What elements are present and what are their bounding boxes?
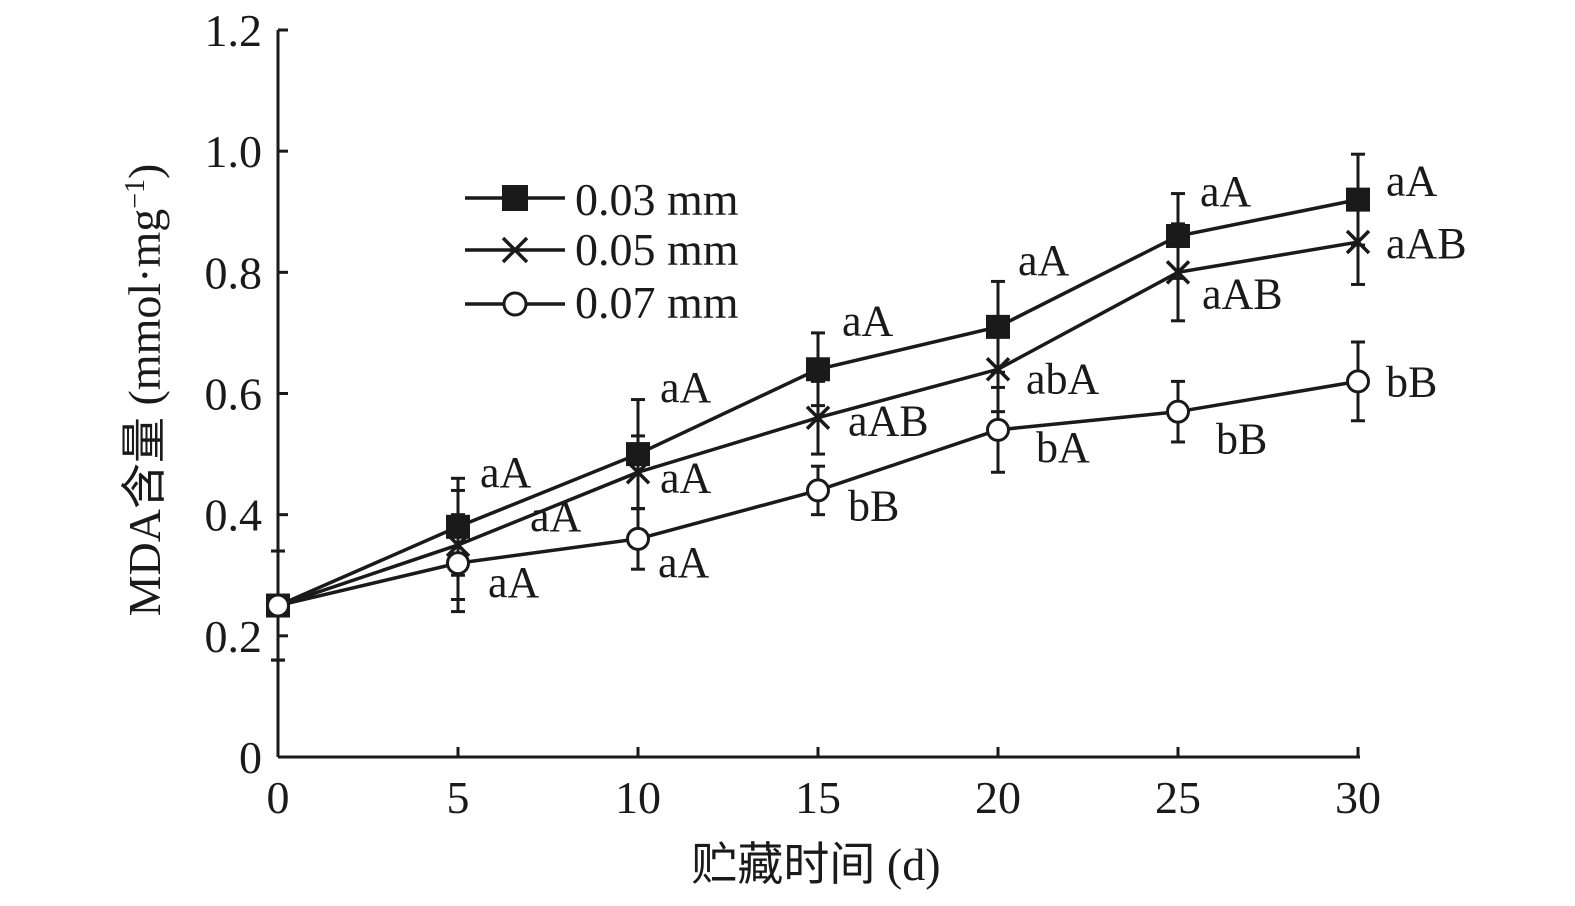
square-marker	[806, 357, 830, 382]
circle-marker	[1166, 399, 1190, 424]
significance-label: aA	[842, 296, 894, 345]
cross-marker	[1345, 229, 1371, 255]
cross-marker	[445, 532, 471, 558]
square-marker	[986, 314, 1010, 339]
circle-marker	[266, 593, 290, 618]
y-tick-label: 0.2	[205, 611, 263, 662]
x-tick-label: 10	[615, 772, 661, 823]
significance-label: bB	[1216, 415, 1267, 464]
x-tick-label: 0	[267, 772, 290, 823]
y-axis-title-close: )	[119, 164, 170, 179]
cross-marker	[805, 405, 831, 430]
y-axis-title-sup: −1	[120, 179, 151, 209]
cross-marker	[1165, 260, 1191, 285]
cross-marker	[625, 460, 651, 485]
legend: 0.03 mm 0.05 mm 0.07 mm	[465, 174, 739, 328]
significance-label: aA	[488, 558, 540, 607]
significance-label: aA	[530, 492, 582, 541]
y-tick-label: 0	[239, 732, 262, 783]
y-axis-title: MDA含量 (mmol·mg−1)	[119, 164, 170, 617]
square-marker	[1166, 223, 1190, 248]
legend-item: 0.05 mm	[465, 224, 739, 275]
x-tick-label: 15	[795, 772, 841, 823]
legend-circle-marker	[502, 291, 528, 317]
plot-area: 00.20.40.60.81.01.2 0 5 10 15 20 25 30 aAaAaAa…	[205, 5, 1467, 823]
significance-label: aA	[1200, 167, 1252, 216]
circle-marker	[446, 551, 470, 576]
circle-marker	[626, 526, 650, 551]
significance-label: abA	[1026, 354, 1100, 403]
legend-label: 0.05 mm	[575, 224, 739, 275]
y-tick-label: 1.2	[205, 5, 263, 56]
legend-square-marker	[502, 185, 528, 211]
significance-label: aA	[658, 538, 710, 587]
legend-item: 0.07 mm	[465, 277, 739, 328]
legend-label: 0.03 mm	[575, 174, 739, 225]
significance-label: aA	[1386, 157, 1438, 206]
x-ticks: 0 5 10 15 20 25 30	[267, 747, 1381, 823]
significance-label: aA	[660, 363, 712, 412]
circle-marker	[986, 417, 1010, 442]
y-axis-title-main: MDA含量 (mmol·mg	[119, 209, 170, 617]
significance-label: aAB	[848, 397, 929, 446]
square-marker	[1346, 187, 1370, 212]
significance-label: aA	[660, 453, 712, 502]
circle-marker	[1346, 369, 1370, 394]
significance-label: bB	[1386, 357, 1437, 406]
y-tick-label: 0.4	[205, 490, 263, 541]
significance-label: aA	[480, 448, 532, 497]
significance-label: bA	[1036, 423, 1090, 472]
cross-marker	[985, 357, 1011, 382]
y-tick-label: 0.6	[205, 369, 263, 420]
y-tick-label: 1.0	[205, 126, 263, 177]
x-tick-label: 5	[447, 772, 470, 823]
significance-label: aAB	[1202, 269, 1283, 318]
y-tick-label: 0.8	[205, 247, 263, 298]
legend-label: 0.07 mm	[575, 277, 739, 328]
x-tick-label: 30	[1335, 772, 1381, 823]
x-tick-label: 25	[1155, 772, 1201, 823]
legend-cross-marker	[501, 236, 529, 264]
legend-item: 0.03 mm	[465, 174, 739, 225]
significance-label: aAB	[1386, 219, 1467, 268]
x-axis-title: 贮藏时间 (d)	[691, 839, 940, 890]
circle-marker	[806, 478, 830, 503]
significance-label: bB	[848, 481, 899, 530]
significance-label: aA	[1018, 236, 1070, 285]
y-ticks: 0 0.2 0.4 0.6 0.8 1.0 1.2	[205, 5, 288, 783]
x-tick-label: 20	[975, 772, 1021, 823]
series-layer	[265, 152, 1371, 662]
